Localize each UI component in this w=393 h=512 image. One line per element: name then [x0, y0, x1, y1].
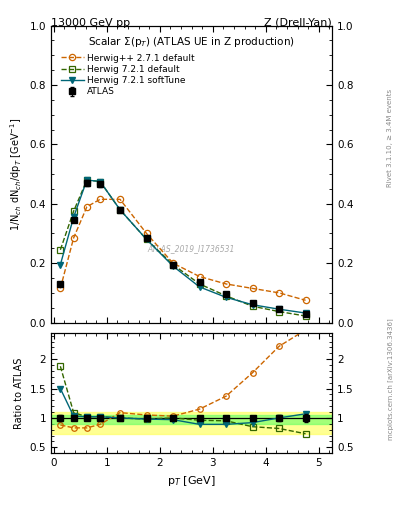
- Herwig++ 2.7.1 default: [171, 260, 175, 266]
- Text: mcplots.cern.ch [arXiv:1306.3436]: mcplots.cern.ch [arXiv:1306.3436]: [387, 318, 393, 440]
- Line: Herwig 7.2.1 softTune: Herwig 7.2.1 softTune: [57, 177, 309, 316]
- Herwig 7.2.1 default: [277, 309, 281, 315]
- Herwig++ 2.7.1 default: [224, 281, 228, 287]
- Herwig 7.2.1 default: [118, 207, 122, 213]
- Herwig 7.2.1 softTune: [98, 179, 103, 185]
- Herwig++ 2.7.1 default: [58, 285, 63, 291]
- Line: Herwig++ 2.7.1 default: Herwig++ 2.7.1 default: [57, 196, 309, 304]
- Text: Z (Drell-Yan): Z (Drell-Yan): [264, 18, 332, 28]
- Herwig 7.2.1 default: [171, 262, 175, 268]
- Bar: [51, 415, 332, 424]
- Text: 13000 GeV pp: 13000 GeV pp: [51, 18, 130, 28]
- Herwig 7.2.1 softTune: [58, 262, 63, 268]
- Text: ATLAS_2019_I1736531: ATLAS_2019_I1736531: [148, 244, 235, 253]
- Y-axis label: 1/N$_{ch}$ dN$_{ch}$/dp$_T$ [GeV$^{-1}$]: 1/N$_{ch}$ dN$_{ch}$/dp$_T$ [GeV$^{-1}$]: [8, 117, 24, 231]
- Herwig 7.2.1 softTune: [144, 237, 149, 243]
- Herwig 7.2.1 default: [98, 179, 103, 185]
- Text: Scalar Σ(p$_T$) (ATLAS UE in Z production): Scalar Σ(p$_T$) (ATLAS UE in Z productio…: [88, 34, 295, 49]
- Legend: Herwig++ 2.7.1 default, Herwig 7.2.1 default, Herwig 7.2.1 softTune, ATLAS: Herwig++ 2.7.1 default, Herwig 7.2.1 def…: [59, 51, 198, 99]
- Bar: [51, 412, 332, 434]
- Y-axis label: Ratio to ATLAS: Ratio to ATLAS: [14, 357, 24, 429]
- Herwig 7.2.1 default: [58, 247, 63, 253]
- Herwig++ 2.7.1 default: [71, 235, 76, 241]
- Herwig 7.2.1 softTune: [71, 214, 76, 220]
- Herwig 7.2.1 default: [224, 293, 228, 299]
- Herwig++ 2.7.1 default: [277, 290, 281, 296]
- Herwig 7.2.1 softTune: [250, 302, 255, 308]
- Herwig++ 2.7.1 default: [250, 285, 255, 291]
- Line: Herwig 7.2.1 default: Herwig 7.2.1 default: [57, 177, 309, 319]
- Herwig 7.2.1 default: [71, 208, 76, 215]
- Herwig 7.2.1 default: [303, 313, 308, 319]
- Herwig 7.2.1 softTune: [171, 263, 175, 269]
- Herwig 7.2.1 default: [144, 237, 149, 243]
- Herwig 7.2.1 default: [250, 303, 255, 309]
- Herwig 7.2.1 default: [84, 177, 89, 183]
- Herwig++ 2.7.1 default: [84, 204, 89, 210]
- Herwig 7.2.1 softTune: [224, 294, 228, 301]
- Herwig++ 2.7.1 default: [303, 297, 308, 303]
- Herwig 7.2.1 softTune: [118, 207, 122, 213]
- Herwig 7.2.1 softTune: [277, 306, 281, 312]
- Herwig++ 2.7.1 default: [144, 230, 149, 237]
- Herwig++ 2.7.1 default: [118, 196, 122, 202]
- Herwig 7.2.1 softTune: [303, 310, 308, 316]
- Herwig 7.2.1 softTune: [197, 284, 202, 290]
- Herwig 7.2.1 softTune: [84, 177, 89, 183]
- X-axis label: p$_T$ [GeV]: p$_T$ [GeV]: [167, 474, 216, 487]
- Text: Rivet 3.1.10, ≥ 3.4M events: Rivet 3.1.10, ≥ 3.4M events: [387, 89, 393, 187]
- Herwig 7.2.1 default: [197, 281, 202, 287]
- Herwig++ 2.7.1 default: [98, 196, 103, 202]
- Herwig++ 2.7.1 default: [197, 273, 202, 280]
